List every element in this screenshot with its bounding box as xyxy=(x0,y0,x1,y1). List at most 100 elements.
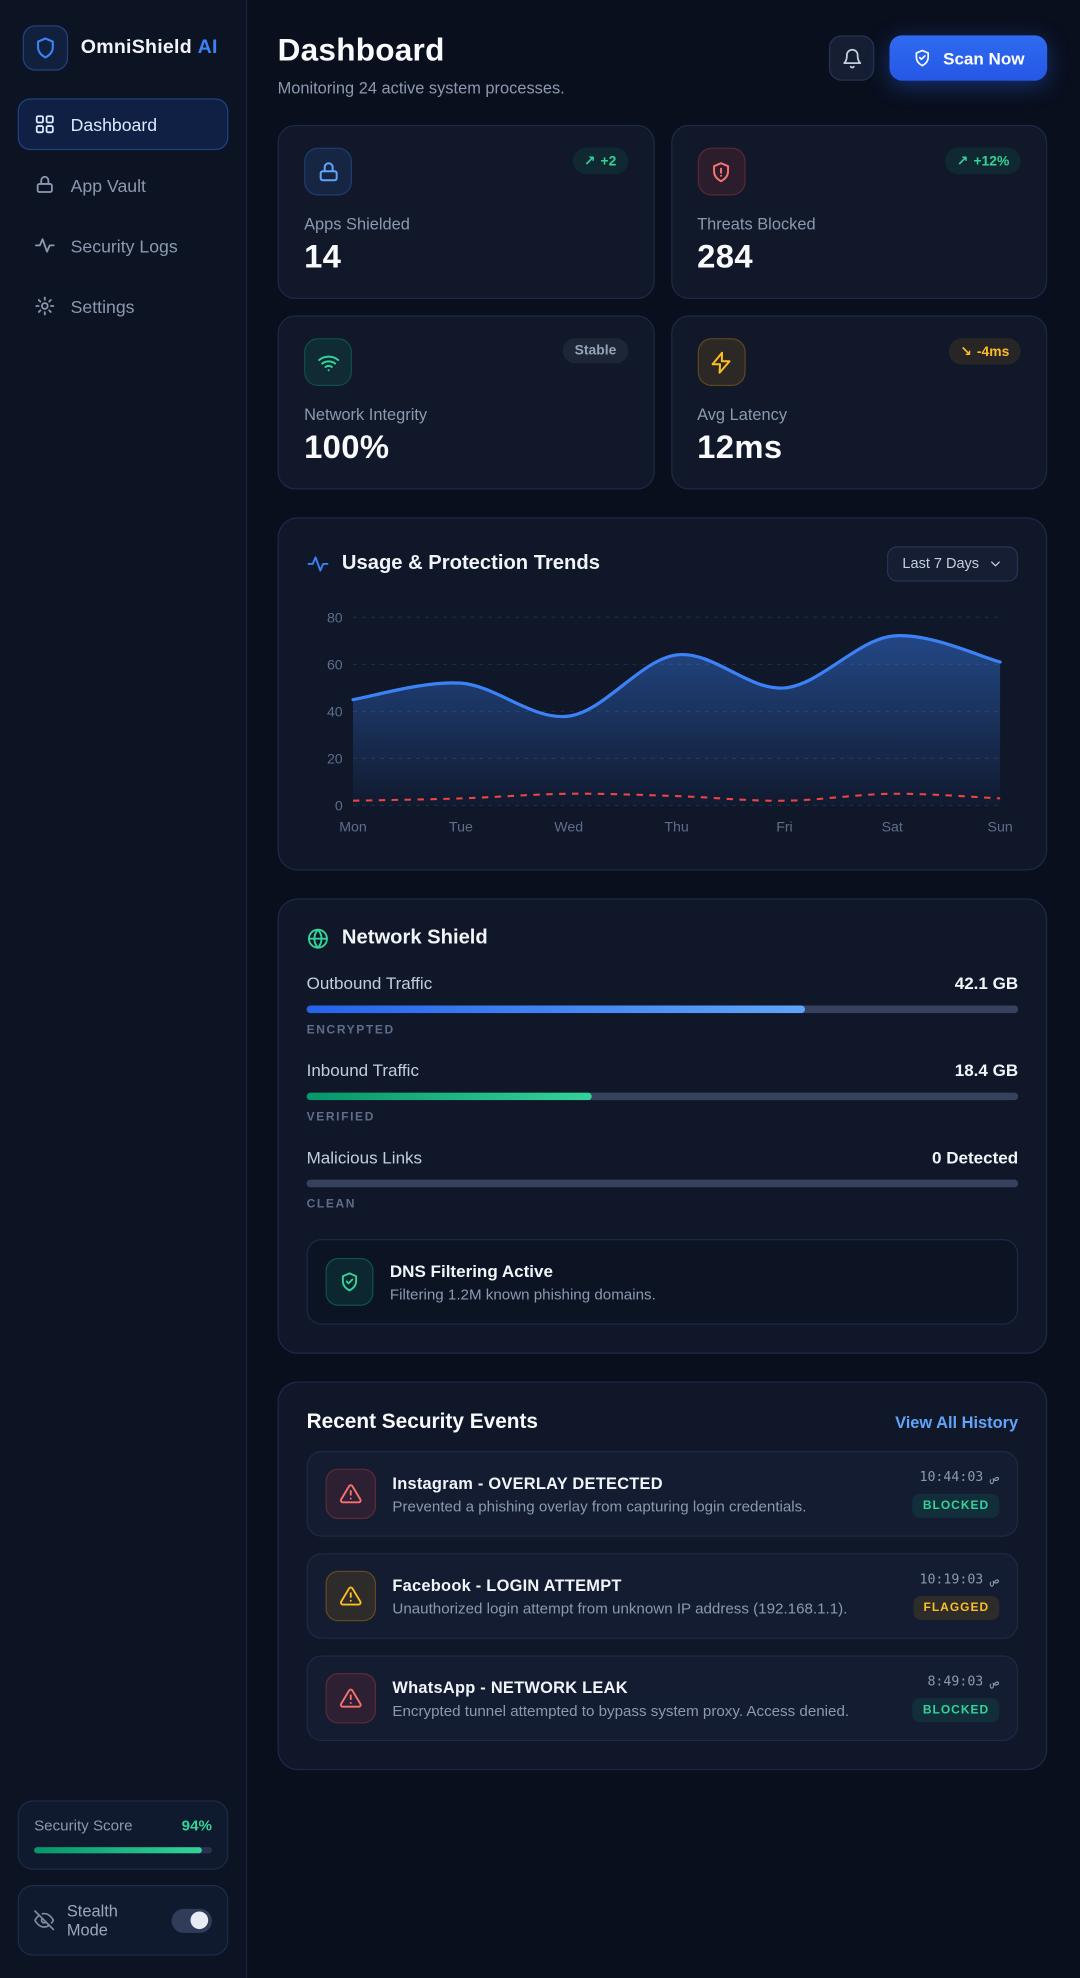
event-title: Facebook - LOGIN ATTEMPT xyxy=(392,1575,622,1595)
brand-name: OmniShield AI xyxy=(81,37,218,60)
network-shield-title: Network Shield xyxy=(341,927,488,949)
stat-value: 284 xyxy=(697,237,753,276)
stats-grid: ↗ +2 Apps Shielded 14 ↗ +12% Threats Block… xyxy=(277,124,1048,490)
security-score-bar xyxy=(34,1847,212,1854)
sidebar-item-dashboard[interactable]: Dashboard xyxy=(17,98,229,151)
chevron-down-icon xyxy=(991,561,1000,567)
eye-off-icon xyxy=(34,1910,55,1931)
brand: OmniShield AI xyxy=(18,23,229,99)
view-all-history-link[interactable]: View All History xyxy=(895,1413,1019,1433)
shield-check-icon xyxy=(325,1257,374,1306)
dns-subtitle: Filtering 1.2M known phishing domains. xyxy=(389,1285,656,1303)
security-score-card: Security Score 94% xyxy=(17,1800,229,1870)
main-content: Dashboard Monitoring 24 active system pr… xyxy=(277,33,1048,1771)
security-score-label: Security Score xyxy=(34,1816,133,1835)
progress-bar xyxy=(306,1179,1019,1188)
main-area: Dashboard Monitoring 24 active system pr… xyxy=(247,0,1080,1978)
event-timestamp: 10:19:03 ص xyxy=(919,1572,1000,1588)
progress-bar-fill xyxy=(306,1092,592,1101)
shield-check-icon xyxy=(916,49,930,67)
sidebar-item-label: Settings xyxy=(70,295,135,317)
brand-name-text: OmniShield xyxy=(80,36,192,59)
wifi-icon xyxy=(304,338,353,387)
stealth-mode-label: Stealth Mode xyxy=(66,1901,118,1940)
sidebar-bottom: Security Score 94% Stealth Mode xyxy=(17,1800,229,1956)
stat-label: Network Integrity xyxy=(304,404,428,424)
stat-value: 12ms xyxy=(697,427,783,466)
svg-text:0: 0 xyxy=(335,799,343,815)
arrow-up-right-icon: ↗ xyxy=(583,153,596,170)
stat-label: Avg Latency xyxy=(697,404,788,424)
svg-text:Mon: Mon xyxy=(339,819,367,835)
page-subtitle: Monitoring 24 active system processes. xyxy=(277,78,565,98)
notifications-button[interactable] xyxy=(829,35,875,81)
svg-text:Thu: Thu xyxy=(664,819,688,835)
zap-icon xyxy=(697,338,746,387)
header-actions: Scan Now xyxy=(829,35,1048,81)
svg-text:Sat: Sat xyxy=(882,819,903,835)
stealth-mode-row[interactable]: Stealth Mode xyxy=(17,1884,229,1956)
net-row-value: 18.4 GB xyxy=(954,1061,1019,1081)
net-row-value: 42.1 GB xyxy=(954,974,1019,993)
event-timestamp: 10:44:03 ص xyxy=(919,1469,1000,1486)
net-row-label: Malicious Links xyxy=(306,1148,423,1168)
globe-icon xyxy=(307,927,330,950)
net-row-label: Outbound Traffic xyxy=(306,974,433,993)
event-row-whatsapp[interactable]: WhatsApp - NETWORK LEAK Encrypted tunnel… xyxy=(306,1655,1019,1742)
scan-now-label: Scan Now xyxy=(943,48,1025,68)
svg-text:Wed: Wed xyxy=(554,819,583,835)
shield-logo-icon xyxy=(22,25,69,71)
sidebar-item-settings[interactable]: Settings xyxy=(18,280,229,332)
svg-text:Tue: Tue xyxy=(449,819,473,835)
event-row-facebook[interactable]: Facebook - LOGIN ATTEMPT Unauthorized lo… xyxy=(306,1553,1019,1639)
arrow-up-right-icon: ↗ xyxy=(956,153,969,170)
sidebar: OmniShield AI Dashboard App Vault Securi… xyxy=(0,0,248,1978)
dns-title: DNS Filtering Active xyxy=(389,1261,553,1281)
trends-card: Usage & Protection Trends Last 7 Days 0 2… xyxy=(277,517,1048,871)
grid-icon xyxy=(35,115,54,134)
net-row-value: 0 Detected xyxy=(932,1148,1019,1168)
event-title: WhatsApp - NETWORK LEAK xyxy=(392,1677,628,1697)
net-row-status: VERIFIED xyxy=(306,1110,375,1125)
event-timestamp: 8:49:03 ص xyxy=(927,1674,1000,1690)
network-shield-card: Network Shield Outbound Traffic 42.1 GB … xyxy=(277,898,1048,1354)
progress-bar-fill xyxy=(306,1005,805,1014)
trend-up-badge: ↗ +12% xyxy=(945,147,1021,175)
trend-down-badge: ↘ -4ms xyxy=(948,338,1021,365)
date-range-selector[interactable]: Last 7 Days xyxy=(887,546,1019,582)
stat-label: Threats Blocked xyxy=(697,214,816,234)
trend-up-badge: ↗ +2 xyxy=(572,147,628,175)
net-row-label: Inbound Traffic xyxy=(306,1061,419,1081)
trends-title: Usage & Protection Trends xyxy=(341,552,600,575)
svg-text:60: 60 xyxy=(327,657,343,673)
sidebar-item-security-logs[interactable]: Security Logs xyxy=(18,220,229,272)
svg-text:40: 40 xyxy=(327,705,343,721)
dns-filtering-banner: DNS Filtering Active Filtering 1.2M know… xyxy=(306,1239,1019,1325)
gear-icon xyxy=(35,296,55,316)
sidebar-nav: Dashboard App Vault Security Logs Settin… xyxy=(17,98,229,332)
stealth-mode-toggle[interactable] xyxy=(171,1908,212,1933)
scan-now-button[interactable]: Scan Now xyxy=(890,35,1048,81)
alert-triangle-icon xyxy=(325,1468,376,1520)
net-row-malicious-links: Malicious Links 0 Detected CLEAN xyxy=(306,1148,1019,1211)
sidebar-item-app-vault[interactable]: App Vault xyxy=(18,159,229,211)
shield-alert-icon xyxy=(697,147,746,196)
arrow-down-right-icon: ↘ xyxy=(960,344,972,360)
trend-chart: 0 20 40 60 80 Mon Tue Wed Thu Fri Sat Sun xyxy=(327,610,1013,835)
toggle-knob xyxy=(190,1911,209,1930)
event-title: Instagram - OVERLAY DETECTED xyxy=(392,1473,663,1492)
stat-card-avg-latency: ↘ -4ms Avg Latency 12ms xyxy=(670,315,1048,490)
alert-triangle-icon xyxy=(325,1673,376,1724)
security-score-value: 94% xyxy=(181,1816,212,1835)
sidebar-item-label: Security Logs xyxy=(70,235,178,256)
status-badge: BLOCKED xyxy=(912,1698,1000,1723)
stat-card-threats-blocked: ↗ +12% Threats Blocked 284 xyxy=(670,124,1048,300)
brand-suffix-text: AI xyxy=(197,36,218,59)
sidebar-item-label: App Vault xyxy=(70,174,146,195)
event-row-instagram[interactable]: Instagram - OVERLAY DETECTED Prevented a… xyxy=(306,1450,1019,1537)
recent-events-card: Recent Security Events View All History … xyxy=(277,1381,1048,1771)
net-row-inbound-traffic: Inbound Traffic 18.4 GB VERIFIED xyxy=(306,1061,1019,1125)
activity-icon xyxy=(307,553,330,576)
lock-icon xyxy=(304,147,353,196)
net-row-outbound-traffic: Outbound Traffic 42.1 GB ENCRYPTED xyxy=(306,974,1019,1037)
